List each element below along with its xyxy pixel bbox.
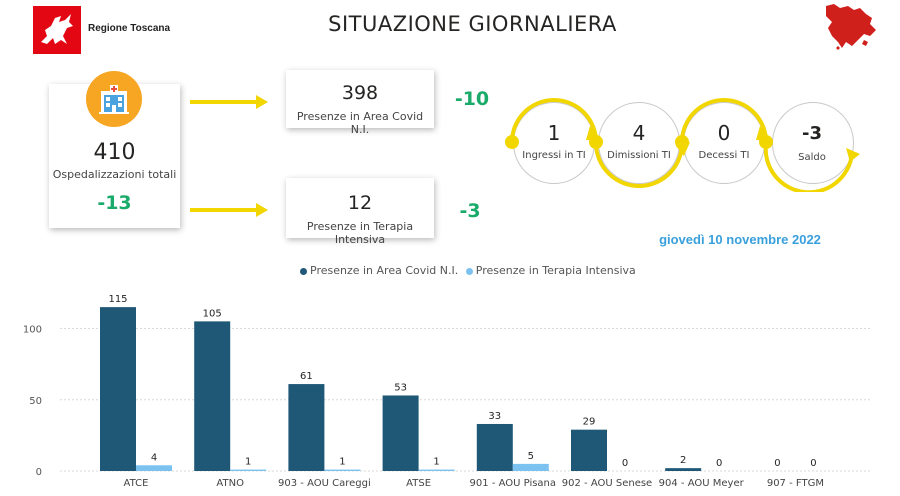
data-label: 0 (774, 458, 780, 469)
data-label: 33 (488, 411, 501, 422)
bar (194, 321, 231, 471)
data-label: 105 (203, 308, 222, 319)
y-tick-label: 50 (29, 396, 42, 407)
org-name: Regione Toscana (88, 23, 171, 34)
bar (324, 469, 361, 471)
data-label: 115 (108, 294, 127, 305)
arrow-right-icon (190, 95, 268, 109)
legend-item-covid-area: Presenze in Area Covid N.I. (300, 264, 462, 277)
data-label: 0 (810, 458, 816, 469)
x-tick-label: 902 - AOU Senese (562, 478, 652, 489)
flow-circle-saldo (772, 102, 854, 184)
legend-dot-icon (465, 267, 473, 275)
flow-label-saldo: Saldo (798, 152, 826, 163)
data-label: 1 (245, 457, 251, 468)
hospital-icon (86, 71, 142, 127)
covid-area-label: Presenze in Area Covid N.I. (296, 110, 424, 136)
bar (418, 469, 455, 471)
flow-value-decessi: 0 (717, 121, 731, 145)
hospitalizations-value: 410 (93, 140, 136, 165)
data-label: 2 (680, 455, 686, 466)
bar (288, 384, 325, 471)
x-tick-label: 901 - AOU Pisana (470, 478, 556, 489)
data-label: 0 (716, 458, 722, 469)
legend-dot-icon (300, 267, 307, 275)
regione-toscana-logo: Regione Toscana (33, 6, 171, 54)
data-label: 4 (151, 452, 157, 463)
legend-label-intensive: Presenze in Terapia Intensiva (475, 264, 636, 277)
data-label: 0 (622, 458, 628, 469)
bar (382, 395, 419, 471)
flow-label-ingressi: Ingressi in TI (522, 150, 586, 161)
data-label: 5 (528, 451, 534, 462)
hospitalizations-card: 410 Ospedalizzazioni totali -13 (49, 71, 180, 228)
covid-area-value: 398 (341, 82, 379, 104)
flow-circle-decessi (683, 102, 765, 184)
flow-circle-dimissioni (598, 102, 680, 184)
data-label: 53 (394, 382, 407, 393)
bar (512, 463, 549, 471)
flow-label-decessi: Decessi TI (698, 150, 750, 161)
chart-legend: Presenze in Area Covid N.I. Presenze in … (300, 264, 636, 277)
x-tick-label: ATNO (216, 478, 244, 489)
bar (136, 465, 172, 471)
pegasus-logo-icon (33, 6, 81, 54)
page-title: SITUAZIONE GIORNALIERA (328, 12, 617, 36)
flow-value-saldo: -3 (802, 123, 822, 144)
x-tick-label: 903 - AOU Careggi (278, 478, 371, 489)
flow-label-dimissioni: Dimissioni TI (607, 150, 671, 161)
y-tick-label: 100 (23, 325, 42, 336)
flow-value-dimissioni: 4 (632, 121, 646, 145)
flow-arrows-icon (505, 98, 860, 192)
intensive-care-card: 12 Presenze in Terapia Intensiva (286, 178, 434, 246)
bar (571, 429, 607, 471)
report-date: giovedì 10 novembre 2022 (659, 232, 821, 247)
bar (665, 468, 702, 471)
hospitalizations-delta: -13 (97, 192, 132, 214)
hospitalizations-label: Ospedalizzazioni totali (52, 168, 177, 181)
data-label: 1 (433, 457, 439, 468)
data-label: 29 (583, 417, 596, 428)
covid-area-card: 398 Presenze in Area Covid N.I. (286, 70, 434, 136)
x-tick-label: ATCE (124, 478, 149, 489)
intensive-care-delta: -3 (459, 200, 481, 222)
covid-area-delta: -10 (454, 88, 490, 110)
intensive-care-label: Presenze in Terapia Intensiva (306, 220, 414, 246)
data-label: 1 (339, 457, 345, 468)
arrow-right-icon (190, 203, 268, 217)
bar (100, 307, 136, 471)
data-label: 61 (300, 371, 313, 382)
flow-value-ingressi: 1 (547, 121, 561, 145)
x-tick-label: ATSE (406, 478, 431, 489)
x-tick-label: 907 - FTGM (767, 478, 824, 489)
intensive-care-value: 12 (347, 192, 373, 214)
legend-item-intensive: Presenze in Terapia Intensiva (465, 264, 636, 277)
y-tick-label: 0 (36, 467, 42, 478)
bar (476, 423, 513, 471)
tuscany-map-icon (818, 2, 880, 52)
legend-label-covid-area: Presenze in Area Covid N.I. (310, 264, 459, 277)
x-tick-label: 904 - AOU Meyer (659, 478, 745, 489)
bar (230, 469, 267, 471)
